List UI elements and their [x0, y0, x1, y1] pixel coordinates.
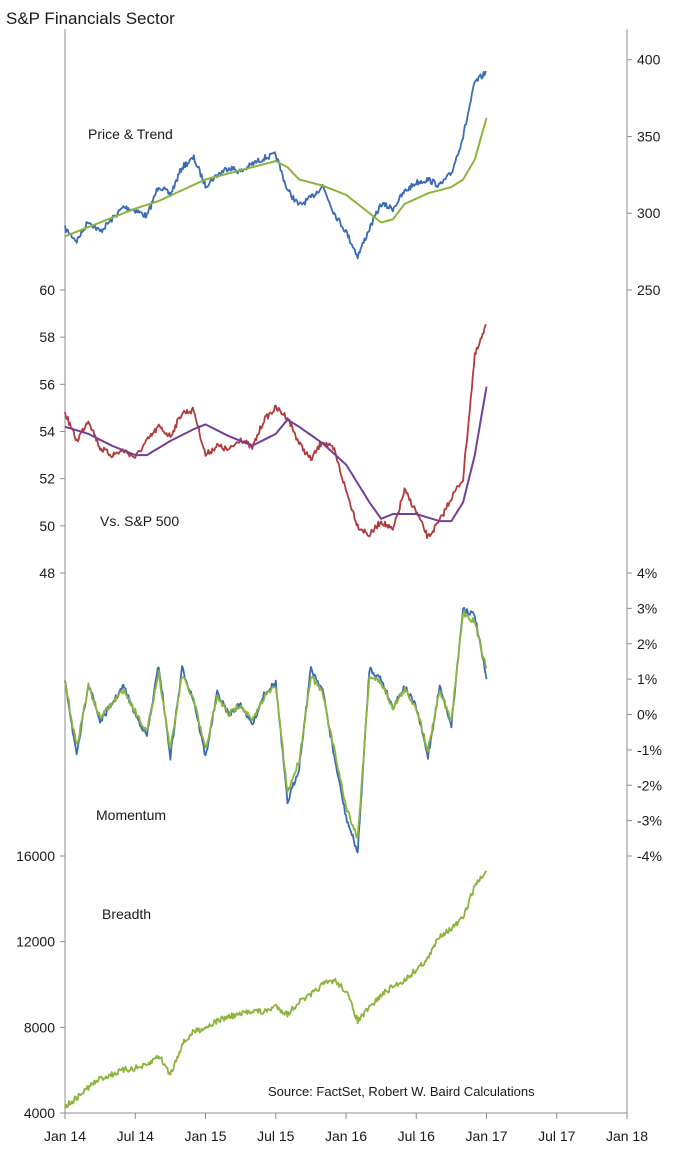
- momentum-y-tick-label: -1%: [637, 742, 662, 758]
- momentum-y-tick-label: 2%: [637, 636, 657, 652]
- momentum-panel: Momentum -4% -3% -2% -1% 0% 1% 2% 3% 4%: [64, 565, 662, 864]
- momentum-y-tick-label: 4%: [637, 565, 657, 581]
- momentum-y-tick-label: 0%: [637, 707, 657, 723]
- breadth-y-tick-label: 8000: [24, 1019, 55, 1035]
- price-y-tick-label: 350: [637, 128, 661, 144]
- price-y-tick-label: 300: [637, 205, 661, 221]
- momentum-y-tick-label: 3%: [637, 600, 657, 616]
- price-y-tick-label: 250: [637, 282, 661, 298]
- relative-y-tick-label: 50: [39, 518, 55, 534]
- x-tick-label: Jul 14: [117, 1128, 155, 1144]
- breadth-line: [64, 870, 488, 1109]
- breadth-y-tick-label: 16000: [16, 848, 55, 864]
- x-axis: Jan 14 Jul 14 Jan 15 Jul 15 Jan 16 Jul 16 Jan …: [44, 1113, 648, 1144]
- source-note: Source: FactSet, Robert W. Baird Calcula…: [268, 1084, 535, 1099]
- relative-y-tick-label: 60: [39, 282, 55, 298]
- relative-line: [64, 324, 487, 539]
- momentum-y-tick-label: -2%: [637, 777, 662, 793]
- relative-y-tick-label: 52: [39, 471, 55, 487]
- momentum-y-tick-label: 1%: [637, 671, 657, 687]
- x-tick-label: Jan 18: [606, 1128, 648, 1144]
- breadth-y-tick-label: 12000: [16, 934, 55, 950]
- x-tick-label: Jan 14: [44, 1128, 86, 1144]
- relative-y-tick-label: 48: [39, 565, 55, 581]
- x-tick-label: Jan 16: [325, 1128, 367, 1144]
- relative-y-tick-label: 58: [39, 329, 55, 345]
- momentum-signal-line: [64, 609, 488, 839]
- price-y-tick-label: 400: [637, 52, 661, 68]
- relative-trend-line: [64, 386, 488, 523]
- price-trend-panel: Price & Trend 250 300 350 400: [64, 29, 661, 298]
- relative-y-tick-label: 56: [39, 376, 55, 392]
- x-tick-label: Jul 15: [257, 1128, 295, 1144]
- x-tick-label: Jul 17: [538, 1128, 576, 1144]
- momentum-y-tick-label: -4%: [637, 848, 662, 864]
- momentum-label: Momentum: [96, 807, 166, 823]
- breadth-panel: Breadth Source: FactSet, Robert W. Baird…: [16, 848, 628, 1121]
- chart-title: S&P Financials Sector: [6, 9, 175, 28]
- vs-sp500-label: Vs. S&P 500: [100, 513, 179, 529]
- breadth-label: Breadth: [102, 906, 151, 922]
- price-trend-label: Price & Trend: [88, 126, 173, 142]
- breadth-y-tick-label: 4000: [24, 1105, 55, 1121]
- momentum-y-tick-label: -3%: [637, 813, 662, 829]
- relative-y-tick-label: 54: [39, 424, 55, 440]
- price-trend-line: [64, 117, 488, 238]
- relative-strength-panel: Vs. S&P 500 48 50 52 54 56 58 60: [39, 282, 628, 581]
- price-line: [64, 70, 487, 260]
- x-tick-label: Jan 15: [184, 1128, 226, 1144]
- x-tick-label: Jul 16: [398, 1128, 436, 1144]
- x-tick-label: Jan 17: [465, 1128, 507, 1144]
